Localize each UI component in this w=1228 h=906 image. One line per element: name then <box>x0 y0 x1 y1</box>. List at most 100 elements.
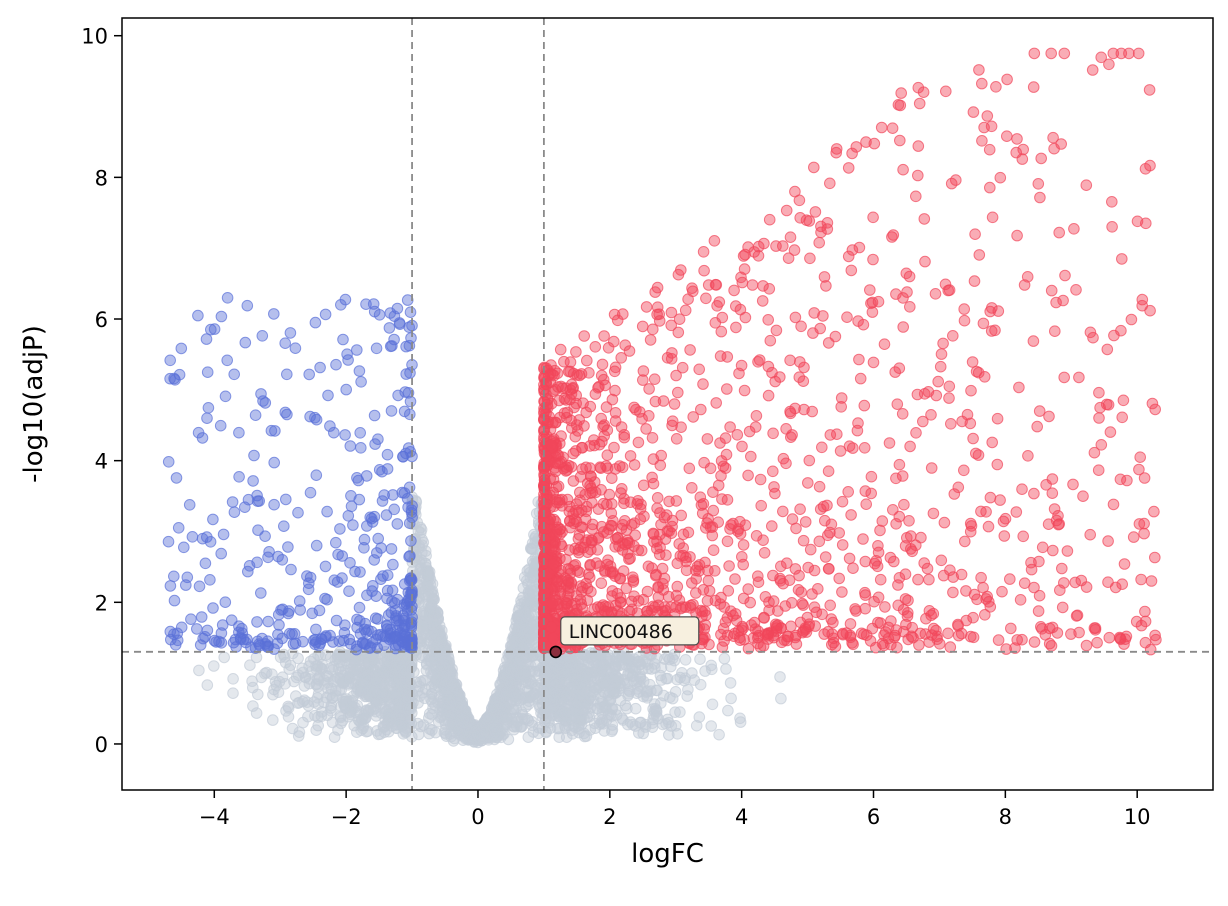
data-point <box>404 550 416 562</box>
data-point <box>670 495 683 507</box>
data-point <box>308 634 320 647</box>
data-point <box>370 342 383 355</box>
data-point <box>1065 628 1077 640</box>
data-point <box>228 506 241 519</box>
data-point <box>746 279 759 291</box>
data-point <box>248 449 260 462</box>
data-point <box>795 586 808 599</box>
data-point <box>256 330 269 342</box>
data-point <box>1017 530 1030 543</box>
data-point <box>814 322 827 335</box>
data-point <box>567 475 580 487</box>
data-point <box>233 426 245 439</box>
data-point <box>842 162 855 174</box>
data-point <box>178 541 190 554</box>
data-point <box>621 702 633 715</box>
data-point <box>814 503 827 516</box>
data-point <box>730 321 742 334</box>
data-point <box>758 612 770 624</box>
data-point <box>328 426 340 439</box>
data-point <box>942 627 954 640</box>
data-point <box>564 356 577 368</box>
data-point <box>883 437 896 449</box>
data-point <box>986 211 999 224</box>
data-point <box>971 593 983 606</box>
data-point <box>360 725 373 738</box>
data-point <box>617 308 629 320</box>
data-point <box>400 368 413 380</box>
data-point <box>512 605 525 617</box>
data-point <box>391 518 404 530</box>
data-point <box>168 570 180 583</box>
data-point <box>531 681 543 694</box>
data-point <box>767 569 779 582</box>
data-point <box>772 619 784 631</box>
data-point <box>1133 463 1145 476</box>
data-point <box>943 284 956 296</box>
data-point <box>576 463 589 475</box>
data-point <box>966 356 979 368</box>
data-point <box>1130 615 1143 628</box>
data-point <box>637 479 650 492</box>
data-point <box>267 714 279 726</box>
data-point <box>310 539 323 552</box>
data-point <box>663 716 675 729</box>
data-point <box>721 535 734 548</box>
data-point <box>1116 253 1128 265</box>
data-point <box>912 573 924 586</box>
data-point <box>1049 325 1061 338</box>
data-point <box>437 670 450 683</box>
data-point <box>170 472 183 484</box>
data-point <box>754 473 767 486</box>
data-point <box>292 506 304 519</box>
data-point <box>927 507 940 520</box>
data-point <box>943 392 955 404</box>
data-point <box>706 529 719 542</box>
data-point <box>268 456 281 469</box>
data-point <box>779 600 792 612</box>
data-point <box>874 617 887 629</box>
data-point <box>595 484 607 496</box>
data-point <box>789 563 802 575</box>
data-point <box>762 389 775 402</box>
data-point <box>310 724 323 737</box>
data-point <box>940 85 952 98</box>
data-point <box>859 589 872 601</box>
data-point <box>847 442 859 454</box>
data-point <box>644 334 657 346</box>
data-point <box>865 487 878 500</box>
data-point <box>309 316 322 329</box>
data-point <box>812 583 824 595</box>
data-point <box>750 410 763 422</box>
y-tick-label: 8 <box>95 166 108 190</box>
data-point <box>403 481 416 494</box>
data-point <box>663 653 676 666</box>
data-point <box>358 542 370 554</box>
data-point <box>281 368 293 381</box>
data-point <box>804 543 817 556</box>
data-point <box>847 562 859 575</box>
scatter-layer-down-regulated <box>162 292 418 656</box>
data-point <box>454 698 467 711</box>
data-point <box>701 517 713 529</box>
data-point <box>701 595 714 607</box>
data-point <box>932 375 945 388</box>
data-point <box>853 353 865 366</box>
data-point <box>330 536 342 549</box>
data-point <box>836 586 848 598</box>
data-point <box>665 353 678 365</box>
data-point <box>404 408 416 421</box>
data-point <box>742 469 754 482</box>
data-point <box>447 680 459 693</box>
data-point <box>1086 64 1099 76</box>
data-point <box>601 449 614 462</box>
data-point <box>646 562 658 574</box>
data-point <box>1068 223 1080 235</box>
data-point <box>1042 518 1055 531</box>
data-point <box>168 594 181 607</box>
data-point <box>1010 506 1023 518</box>
data-point <box>721 383 733 395</box>
data-point <box>396 720 409 733</box>
data-point <box>383 322 396 334</box>
